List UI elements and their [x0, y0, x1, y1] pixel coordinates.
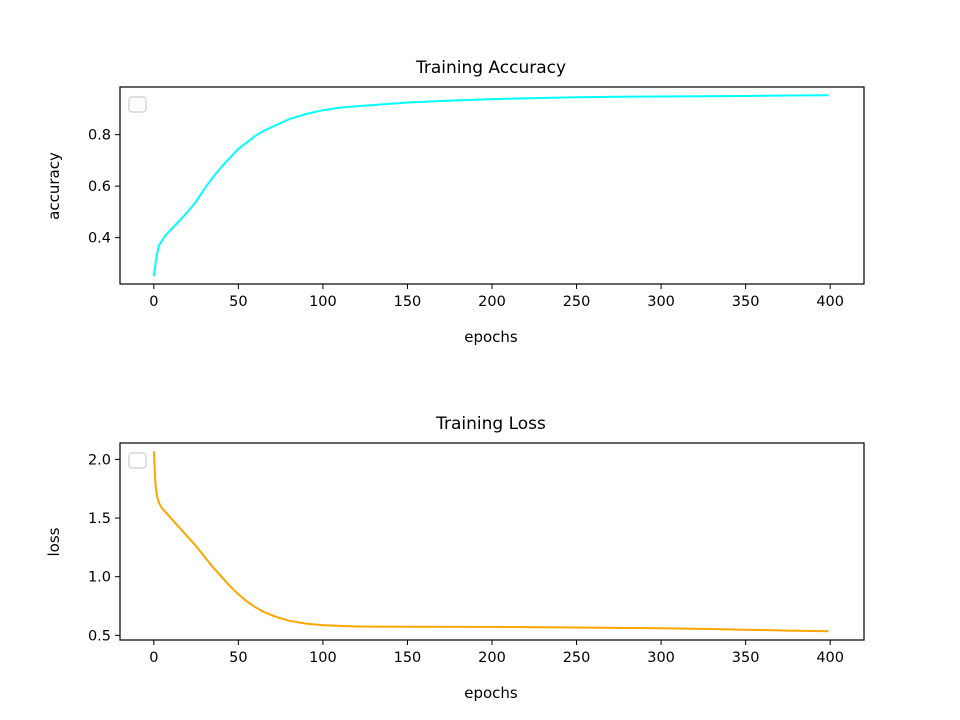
loss-xtick-label: 400 — [816, 650, 844, 666]
accuracy-ytick-label: 0.6 — [88, 179, 111, 195]
accuracy-ytick-label: 0.4 — [88, 231, 111, 247]
accuracy-axes-frame — [119, 86, 865, 285]
loss-series-line — [152, 451, 829, 633]
accuracy-xtick-label: 400 — [816, 294, 844, 310]
accuracy-xtick-label: 0 — [149, 294, 158, 310]
loss-subplot: Training Loss loss epochs 0 50 100 150 200 25… — [45, 414, 865, 702]
loss-axes-frame — [119, 442, 865, 641]
loss-ytick-label: 2.0 — [88, 452, 111, 468]
loss-xlabel: epochs — [464, 684, 518, 702]
loss-ticks: 0 50 100 150 200 250 300 350 400 0.5 1.0 1.5 2.0 — [88, 452, 844, 666]
accuracy-xtick-label: 300 — [647, 294, 675, 310]
loss-xtick-label: 350 — [732, 650, 760, 666]
loss-xtick-label: 150 — [394, 650, 422, 666]
loss-ytick-label: 1.5 — [88, 511, 111, 527]
accuracy-xtick-label: 150 — [394, 294, 422, 310]
accuracy-title: Training Accuracy — [415, 58, 566, 78]
accuracy-xtick-label: 50 — [229, 294, 247, 310]
accuracy-ytick-label: 0.8 — [88, 128, 111, 144]
accuracy-subplot: Training Accuracy accuracy epochs 0 50 100… — [45, 58, 865, 346]
loss-xtick-label: 300 — [647, 650, 675, 666]
loss-xtick-label: 250 — [563, 650, 591, 666]
accuracy-ticks: 0 50 100 150 200 250 300 350 400 0.4 0.6 0.8 — [88, 128, 844, 310]
accuracy-ylabel: accuracy — [45, 152, 63, 220]
loss-title: Training Loss — [435, 414, 546, 434]
accuracy-xtick-label: 200 — [478, 294, 506, 310]
accuracy-legend-box — [128, 96, 147, 113]
accuracy-xtick-label: 350 — [732, 294, 760, 310]
accuracy-xlabel: epochs — [464, 328, 518, 346]
loss-legend-box — [128, 452, 147, 469]
loss-ylabel: loss — [45, 527, 63, 556]
loss-ytick-label: 0.5 — [88, 628, 111, 644]
loss-xtick-label: 50 — [229, 650, 247, 666]
loss-xtick-label: 0 — [149, 650, 158, 666]
loss-xtick-label: 100 — [309, 650, 337, 666]
accuracy-series-line — [152, 94, 829, 277]
accuracy-xtick-label: 100 — [309, 294, 337, 310]
accuracy-xtick-label: 250 — [563, 294, 591, 310]
loss-ytick-label: 1.0 — [88, 570, 111, 586]
loss-xtick-label: 200 — [478, 650, 506, 666]
